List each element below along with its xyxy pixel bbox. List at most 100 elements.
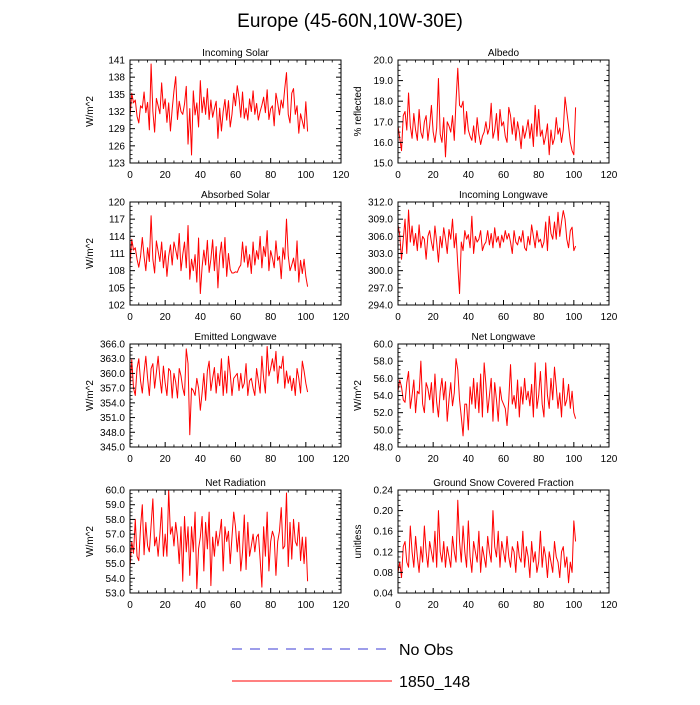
y-axis-label: W/m^2	[85, 526, 96, 557]
x-tick-label: 80	[533, 454, 545, 465]
y-tick-label: 138	[108, 73, 125, 84]
plot-frame	[129, 59, 342, 164]
x-tick-label: 120	[333, 170, 350, 181]
y-tick-label: 297.0	[368, 283, 393, 294]
y-tick-label: 126	[108, 141, 125, 152]
y-tick-label: 354.0	[100, 398, 125, 409]
legend: No Obs 1850_148	[232, 642, 470, 691]
panel-title: Incoming Longwave	[459, 190, 548, 201]
x-tick-label: 40	[195, 312, 207, 323]
series-line-1850-148	[397, 209, 577, 295]
panel-albedo: 0 20 40 60 80 100 120 15.0 16.0 17.0 18.0 19.0 20.0 A…	[353, 48, 618, 181]
y-tick-label: 111	[110, 249, 126, 260]
x-tick-label: 60	[498, 312, 510, 323]
x-tick-label: 60	[498, 454, 510, 465]
y-tick-label: 19.0	[374, 76, 394, 87]
x-tick-label: 60	[498, 600, 510, 611]
x-tick-label: 20	[428, 312, 440, 323]
x-tick-label: 60	[230, 454, 242, 465]
y-tick-label: 54.0	[106, 574, 126, 585]
y-tick-label: 0.08	[374, 568, 394, 579]
y-tick-label: 300.0	[368, 266, 393, 277]
panel-title: Incoming Solar	[202, 48, 269, 59]
y-tick-label: 0.12	[374, 547, 394, 558]
x-tick-label: 0	[127, 600, 133, 611]
y-axis-label: W/m^2	[353, 380, 364, 411]
x-tick-label: 20	[160, 600, 172, 611]
panel-incoming-longwave: 0 20 40 60 80 100 120 294.0 297.0 300.0 303.0 306.0…	[368, 190, 618, 323]
x-tick-label: 40	[463, 312, 475, 323]
y-axis-label: W/m^2	[85, 96, 96, 127]
y-axis-label: % reflected	[353, 86, 364, 136]
y-axis-label: W/m^2	[85, 380, 96, 411]
x-tick-label: 40	[195, 454, 207, 465]
x-tick-label: 80	[265, 312, 277, 323]
x-tick-label: 0	[127, 454, 133, 465]
y-tick-label: 141	[108, 56, 125, 67]
x-tick-label: 100	[297, 454, 314, 465]
x-tick-label: 100	[565, 170, 582, 181]
y-tick-label: 102	[108, 301, 125, 312]
series-line-1850-148	[397, 358, 577, 437]
x-tick-label: 0	[127, 312, 133, 323]
figure-title: Europe (45-60N,10W-30E)	[237, 11, 463, 32]
y-tick-label: 123	[108, 159, 125, 170]
y-tick-label: 132	[108, 107, 125, 118]
panel-title: Emitted Longwave	[194, 332, 277, 343]
y-tick-label: 129	[108, 124, 125, 135]
y-tick-label: 363.0	[100, 354, 125, 365]
panel-title: Ground Snow Covered Fraction	[433, 478, 574, 489]
panel-title: Net Radiation	[205, 478, 266, 489]
x-tick-label: 40	[463, 600, 475, 611]
y-tick-label: 0.16	[374, 527, 394, 538]
x-tick-label: 60	[498, 170, 510, 181]
y-tick-label: 0.04	[374, 589, 394, 600]
x-tick-label: 0	[395, 170, 401, 181]
y-tick-label: 105	[108, 283, 125, 294]
x-tick-label: 120	[601, 454, 618, 465]
y-tick-label: 0.24	[374, 486, 394, 497]
y-tick-label: 60.0	[374, 340, 394, 351]
series-line-1850-148	[397, 499, 577, 584]
y-tick-label: 312.0	[368, 198, 393, 209]
y-tick-label: 357.0	[100, 384, 125, 395]
x-tick-label: 40	[463, 170, 475, 181]
x-tick-label: 80	[533, 170, 545, 181]
panel-net-longwave: 0 20 40 60 80 100 120 48.0 50.0 52.0 54.0 56.0 58.0 6…	[353, 332, 618, 465]
y-tick-label: 360.0	[100, 369, 125, 380]
y-tick-label: 20.0	[374, 56, 394, 67]
plot-frame	[397, 59, 610, 164]
x-tick-label: 80	[533, 600, 545, 611]
x-tick-label: 40	[463, 454, 475, 465]
x-tick-label: 100	[565, 600, 582, 611]
y-tick-label: 15.0	[374, 159, 394, 170]
x-tick-label: 80	[533, 312, 545, 323]
y-tick-label: 54.0	[374, 391, 394, 402]
x-tick-label: 60	[230, 312, 242, 323]
x-tick-label: 100	[565, 454, 582, 465]
x-tick-label: 40	[195, 600, 207, 611]
y-tick-label: 56.0	[106, 544, 126, 555]
x-tick-label: 120	[333, 600, 350, 611]
y-tick-label: 52.0	[374, 408, 394, 419]
y-tick-label: 294.0	[368, 301, 393, 312]
y-tick-label: 53.0	[106, 589, 126, 600]
y-tick-label: 114	[109, 232, 125, 243]
panel-ground-snow-covered-fraction: 0 20 40 60 80 100 120 0.04 0.08 0.12 0.16 0.20 0.24 G…	[353, 478, 618, 611]
x-tick-label: 80	[265, 170, 277, 181]
x-tick-label: 0	[395, 312, 401, 323]
x-tick-label: 60	[230, 600, 242, 611]
x-tick-label: 100	[565, 312, 582, 323]
plot-frame	[129, 201, 342, 306]
x-tick-label: 0	[127, 170, 133, 181]
y-tick-label: 345.0	[100, 443, 125, 454]
panel-title: Albedo	[488, 48, 520, 59]
x-tick-label: 100	[297, 312, 314, 323]
y-tick-label: 16.0	[374, 138, 394, 149]
y-tick-label: 309.0	[368, 215, 393, 226]
series-line-1850-148	[397, 67, 577, 158]
y-tick-label: 57.0	[106, 530, 126, 541]
x-tick-label: 100	[297, 170, 314, 181]
plot-frame	[129, 343, 342, 448]
